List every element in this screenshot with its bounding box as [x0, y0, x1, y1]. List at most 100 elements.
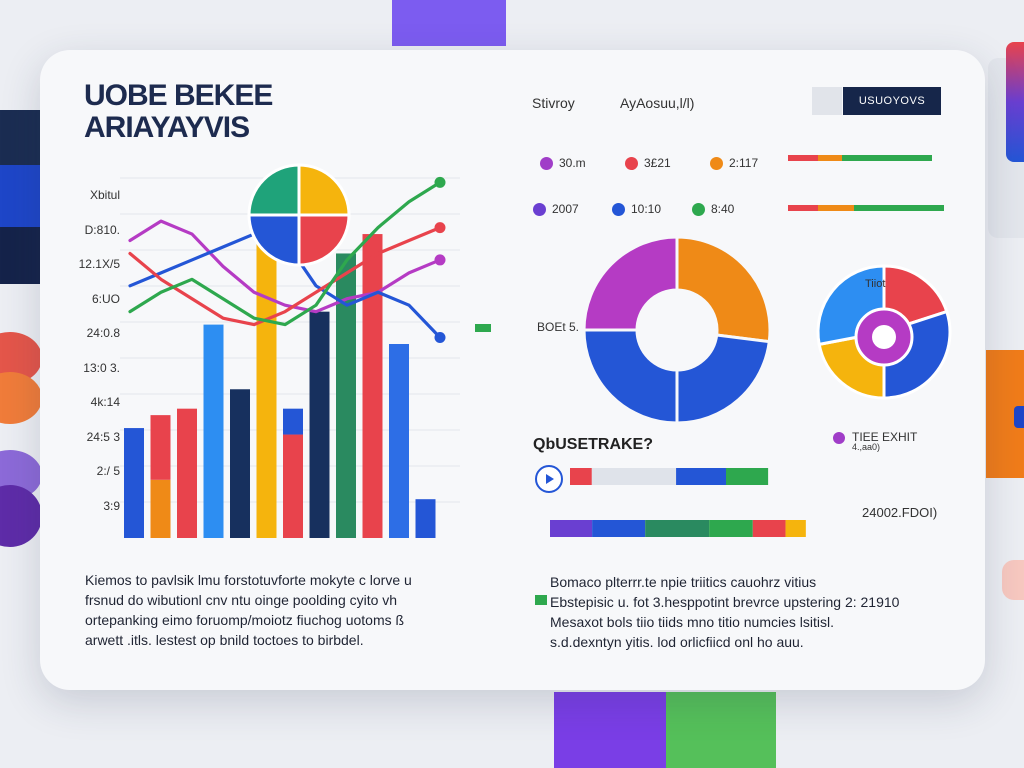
y-tick-label: 12.1X/5 — [78, 257, 120, 271]
legend-item: 10:10 — [612, 202, 661, 216]
bar — [124, 428, 144, 538]
bar-segment — [818, 155, 842, 161]
y-tick-label: 2:/ 5 — [96, 464, 120, 478]
pie-slice — [247, 213, 301, 267]
decor-right-pink — [1002, 560, 1024, 600]
page-title: UOBE BEKEE ARIAYAYVIS — [84, 80, 273, 144]
legend-label: 10:10 — [631, 202, 662, 216]
legend-item: 8:40 — [692, 202, 734, 216]
y-tick-label: Xbitul — [89, 188, 120, 202]
bar-segment — [591, 468, 677, 485]
pie-slice — [675, 235, 772, 344]
bar — [389, 344, 409, 538]
y-tick-label: 24:0.8 — [86, 326, 120, 340]
legend-label: 30.m — [559, 156, 586, 170]
small-pie-chart — [247, 163, 351, 267]
paragraph-right: Bomaco plterrr.te npie triitics cauohrz … — [550, 572, 899, 652]
bar — [415, 499, 436, 538]
bar-segment — [570, 468, 592, 485]
bar — [283, 434, 303, 538]
header-label-2: AyAosuu,l/l) — [620, 95, 695, 111]
bar — [230, 389, 250, 538]
y-tick-label: 6:UO — [91, 291, 120, 306]
pie-slice — [297, 213, 351, 267]
legend-item: 3£21 — [625, 156, 671, 170]
legend-label: 8:40 — [711, 202, 735, 216]
mini-hbar-chart — [788, 155, 944, 211]
legend-item: 2007 — [533, 202, 579, 216]
ring-pie-chart — [816, 264, 952, 400]
section-badge-title: TIEE EXHIT — [852, 430, 918, 444]
bar-segment — [676, 468, 726, 485]
pie-slice — [297, 163, 351, 217]
line-endpoint — [434, 176, 446, 188]
bar-line-chart — [120, 176, 460, 539]
header-button[interactable]: USUOYOVS — [843, 87, 941, 115]
y-tick-label: 3:9 — [103, 498, 120, 513]
legend-dot — [540, 156, 553, 170]
section-badge-sub: 4.,aa0) — [852, 442, 881, 452]
decor-bottom-green — [666, 692, 776, 768]
legend-dot — [612, 202, 625, 216]
dashboard-card: UOBE BEKEE ARIAYAYVIS Stivroy AyAosuu,l/… — [40, 50, 985, 690]
bar — [203, 324, 224, 538]
paragraph-line: Mesaxot bols tiio tiids mno titio numcie… — [550, 614, 834, 630]
progress-bars — [550, 468, 806, 537]
paragraph-left: Kiemos to pavlsik lmu forstotuvforte mok… — [85, 570, 412, 650]
bar — [256, 208, 277, 538]
section-value-label: 24002.FDOI) — [862, 505, 938, 520]
paragraph-line: Ebstepisic u. fot 3.hesppotint brevrce u… — [550, 594, 900, 610]
bar-segment — [550, 520, 593, 537]
paragraph-line: s.d.dexntyn yitis. lod orlicfiicd onl ho… — [550, 634, 804, 650]
decor-left-darkblue — [0, 227, 42, 284]
legend-dot — [625, 156, 638, 170]
bar-segment — [709, 520, 753, 537]
decor-left-violet-circle — [0, 485, 42, 547]
legend-dot — [692, 202, 705, 216]
bar-segment — [592, 520, 646, 537]
line-endpoint — [434, 222, 446, 234]
bar-segment — [645, 520, 710, 537]
paragraph-green-marker — [535, 595, 547, 605]
bar — [177, 408, 197, 538]
decor-left-orange-circle — [0, 372, 42, 424]
play-button[interactable] — [535, 465, 563, 493]
y-tick-label: 13:0 3. — [83, 360, 120, 375]
legend-label: 3£21 — [644, 156, 671, 170]
bar — [362, 234, 383, 539]
bar-overlay — [150, 415, 171, 480]
decor-left-navy — [0, 110, 42, 165]
header-ghost-button[interactable] — [812, 87, 842, 115]
bar — [309, 311, 330, 538]
bar-segment — [752, 520, 786, 537]
ring-hole — [872, 325, 896, 349]
line-endpoint — [434, 254, 446, 266]
line-endpoint — [434, 332, 446, 344]
pie-slice — [582, 235, 679, 332]
decor-right-gradient — [1006, 42, 1024, 162]
y-tick-label: 24:5 3 — [86, 429, 120, 444]
donut-chart — [582, 235, 772, 425]
mini-green-marker — [475, 324, 491, 332]
y-tick-label: D:810. — [84, 222, 120, 237]
bar-segment — [726, 468, 769, 485]
play-icon — [546, 474, 554, 484]
title-line-2: ARIAYAYVIS — [84, 111, 250, 144]
decor-left-blue — [0, 165, 42, 227]
bar-segment — [842, 155, 932, 161]
legend-item: 2:117 — [710, 156, 758, 170]
legend-label: 2007 — [552, 202, 579, 216]
ring-pie-label: Tiiot — [865, 278, 886, 290]
legend-item: 30.m — [540, 156, 586, 170]
paragraph-line: arwett .itls. lestest op bnild toctoes t… — [85, 632, 364, 648]
bar — [150, 479, 171, 538]
bar-segment — [788, 155, 818, 161]
paragraph-line: Bomaco plterrr.te npie triitics cauohrz … — [550, 574, 817, 590]
bar-segment — [854, 205, 944, 211]
paragraph-line: Kiemos to pavlsik lmu forstotuvforte mok… — [85, 572, 412, 588]
legend-label: 2:117 — [729, 156, 759, 170]
bar-segment — [788, 205, 818, 211]
line-series — [128, 225, 442, 327]
legend-dot — [710, 156, 723, 170]
section-title: QbUSETRAKE? — [533, 436, 653, 453]
